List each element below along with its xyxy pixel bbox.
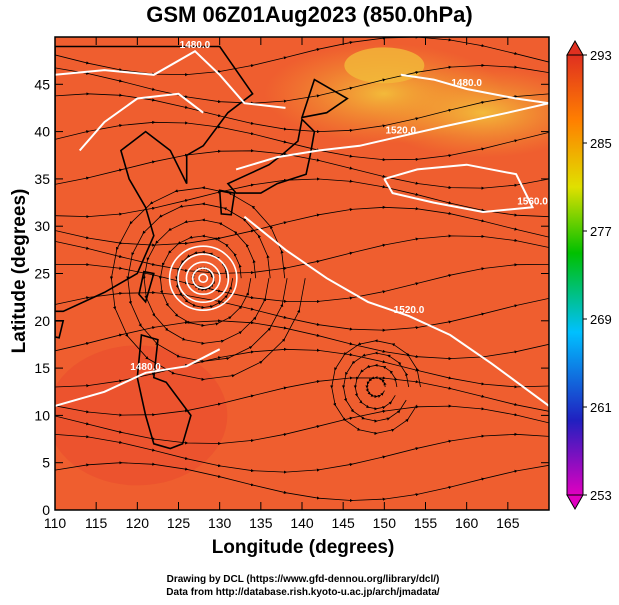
- colorbar-tick-label: 293: [590, 48, 612, 63]
- typhoon-contour: [198, 273, 209, 284]
- x-tick-label: 165: [496, 515, 520, 531]
- y-tick-label: 0: [42, 502, 50, 518]
- y-tick-label: 25: [34, 266, 50, 282]
- y-tick-label: 35: [34, 171, 50, 187]
- y-tick-label: 40: [34, 124, 50, 140]
- contour-label: 1480.0: [451, 78, 482, 89]
- x-tick-label: 115: [85, 515, 108, 531]
- contour-label: 1520.0: [386, 125, 417, 136]
- y-tick-label: 10: [34, 407, 50, 423]
- contour-label: 1560.0: [517, 196, 548, 207]
- colorbar-bottom-arrow: [566, 494, 584, 511]
- height-contour: [383, 163, 535, 214]
- x-tick-label: 140: [290, 515, 314, 531]
- x-tick-label: 150: [373, 515, 397, 531]
- y-tick-label: 15: [34, 360, 50, 376]
- x-tick-label: 125: [167, 515, 191, 531]
- colorbar-tick-label: 277: [590, 224, 612, 239]
- y-tick-label: 5: [42, 455, 50, 471]
- plot-area: 1480.0 1480.0 1520.0 1520.0 1560.0 1480.0: [55, 37, 549, 510]
- x-tick-label: 120: [126, 515, 150, 531]
- y-tick-label: 20: [34, 313, 50, 329]
- typhoon-contour: [177, 253, 230, 304]
- colorbar-scale: [566, 54, 584, 496]
- height-contour: [235, 102, 549, 171]
- y-tick-label: 45: [34, 76, 50, 92]
- colorbar-tick-label: 253: [590, 488, 612, 503]
- typhoon-contour: [191, 267, 215, 290]
- colorbar-tick-label: 261: [590, 400, 612, 415]
- colorbar-top-arrow: [566, 39, 584, 56]
- colorbar: 253 261 269 277 285 293: [566, 39, 612, 511]
- warm-core: [344, 47, 425, 84]
- credit-data: Data from http://database.rish.kyoto-u.a…: [166, 587, 440, 598]
- height-contour: [55, 348, 221, 407]
- x-tick-label: 145: [331, 515, 355, 531]
- height-contour: [400, 73, 549, 105]
- height-contour: [55, 49, 286, 109]
- typhoon-contour: [168, 245, 238, 312]
- x-axis-label: Longitude (degrees): [211, 537, 395, 558]
- contour-label: 1480.0: [180, 40, 211, 51]
- height-contour: [243, 215, 549, 407]
- colorbar-tick-label: 285: [590, 136, 612, 151]
- streamline: [330, 339, 421, 435]
- x-tick-label: 160: [455, 515, 479, 531]
- y-tick-label: 30: [34, 218, 50, 234]
- x-tick-label: 110: [44, 515, 67, 531]
- contour-label: 1520.0: [394, 305, 425, 316]
- streamline: [109, 186, 306, 381]
- contour-label: 1480.0: [130, 362, 161, 373]
- chart-title: GSM 06Z01Aug2023 (850.0hPa): [146, 2, 473, 27]
- axis-ticks: 110 115 120 125 130 135 140 145 150 155 160 165 0 5 10…: [34, 37, 549, 531]
- typhoon-contour: [185, 261, 221, 296]
- warm-region: [373, 67, 549, 158]
- x-tick-label: 130: [208, 515, 232, 531]
- credit-drawing: Drawing by DCL (https://www.gfd-dennou.o…: [166, 574, 440, 585]
- x-tick-label: 155: [414, 515, 438, 531]
- height-contour: [78, 92, 204, 152]
- colorbar-tick-label: 269: [590, 312, 612, 327]
- x-tick-label: 135: [249, 515, 273, 531]
